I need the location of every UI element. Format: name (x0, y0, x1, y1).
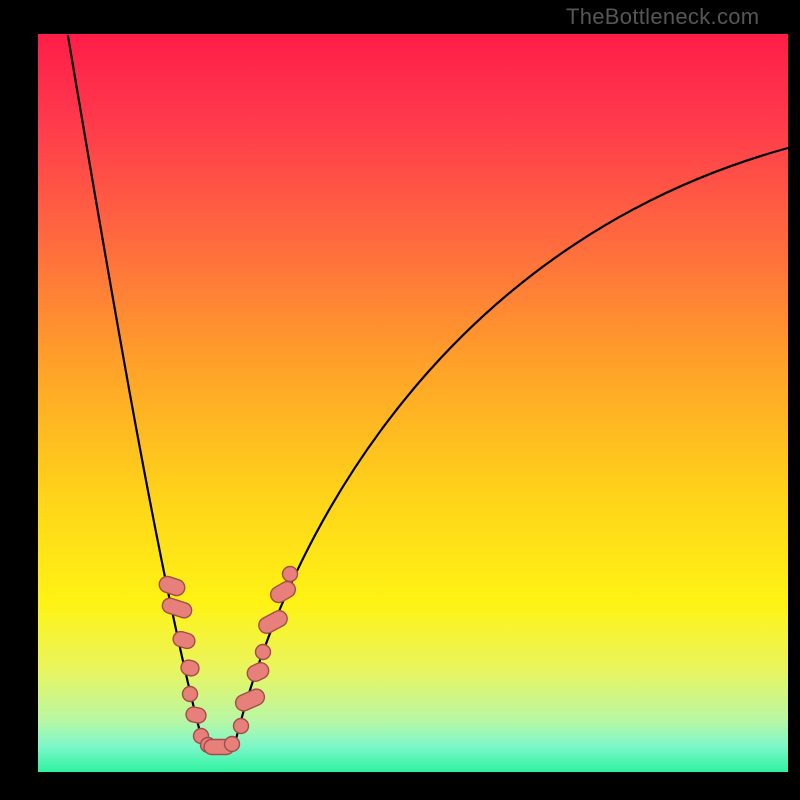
data-marker (160, 596, 193, 620)
data-marker (268, 579, 299, 606)
data-marker (233, 687, 267, 714)
data-marker (157, 574, 187, 597)
data-marker (234, 719, 249, 734)
data-marker (185, 706, 208, 725)
overlay-svg (0, 0, 800, 800)
watermark-text: TheBottleneck.com (566, 4, 759, 30)
data-marker (245, 660, 272, 684)
data-marker (283, 567, 298, 582)
data-marker (256, 608, 290, 636)
curve-right (234, 148, 788, 747)
data-marker (171, 630, 196, 650)
data-marker (256, 645, 271, 660)
marker-layer (157, 567, 298, 755)
chart-stage: TheBottleneck.com (0, 0, 800, 800)
data-marker (225, 737, 240, 752)
data-marker (183, 687, 198, 702)
